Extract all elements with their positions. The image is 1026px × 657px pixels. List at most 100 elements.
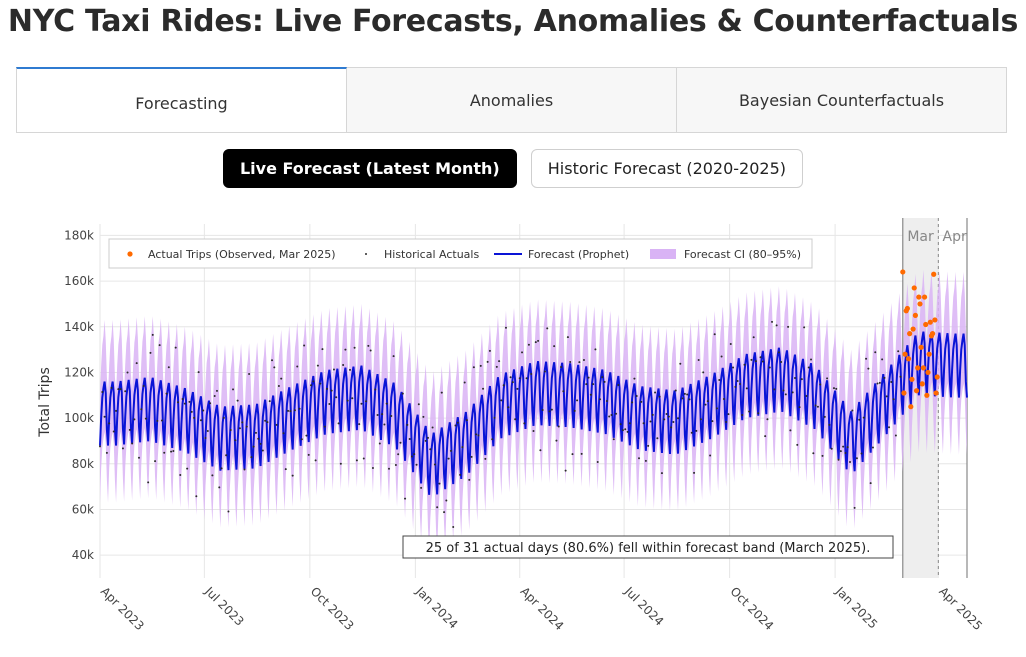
historical-point — [199, 419, 202, 422]
historical-point — [498, 360, 501, 363]
historical-point — [293, 409, 296, 412]
y-tick-label: 40k — [72, 548, 94, 562]
historical-point — [679, 362, 682, 365]
historical-point — [564, 469, 567, 472]
coverage-annotation: 25 of 31 actual days (80.6%) fell within… — [402, 535, 894, 559]
historical-point — [160, 419, 163, 422]
historical-point — [793, 377, 796, 380]
historical-point — [330, 389, 333, 392]
historical-point — [156, 419, 159, 422]
historical-point — [128, 428, 131, 431]
historical-point — [521, 351, 524, 354]
historical-point — [280, 377, 283, 380]
observed-point — [916, 294, 922, 300]
historical-point — [858, 418, 861, 421]
tab-anomalies-label: Anomalies — [469, 90, 554, 110]
historical-point — [670, 426, 673, 429]
historical-point — [108, 422, 111, 425]
historical-point — [415, 463, 418, 466]
historical-point — [784, 393, 787, 396]
historical-point — [766, 418, 769, 421]
historical-point — [115, 409, 118, 412]
historical-point — [307, 453, 310, 456]
historical-point — [773, 388, 776, 391]
observed-point — [925, 369, 931, 376]
historical-point — [337, 422, 340, 425]
observed-point — [915, 365, 921, 371]
historical-point — [871, 446, 874, 449]
legend-label: Forecast (Prophet) — [528, 248, 629, 261]
historical-point — [826, 377, 829, 380]
historical-point — [709, 454, 712, 457]
historical-point — [443, 511, 446, 514]
tab-anomalies[interactable]: Anomalies — [347, 67, 677, 132]
observed-point — [912, 312, 918, 318]
historical-point — [259, 442, 262, 445]
historical-point — [509, 376, 512, 379]
historical-point — [282, 432, 285, 435]
historical-point — [188, 400, 191, 403]
historical-point — [525, 377, 528, 380]
observed-point — [902, 351, 908, 357]
historical-point — [885, 395, 888, 398]
x-tick-label: Oct 2024 — [727, 584, 776, 633]
historical-point — [543, 370, 546, 373]
historical-point — [821, 454, 824, 457]
historical-point — [851, 409, 854, 412]
historical-point — [853, 506, 856, 509]
historical-point — [796, 443, 799, 446]
tab-forecasting[interactable]: Forecasting — [16, 67, 347, 132]
historical-point — [546, 327, 549, 330]
historic-forecast-button[interactable]: Historic Forecast (2020-2025) — [530, 149, 804, 188]
tab-bayesian-counterfactuals[interactable]: Bayesian Counterfactuals — [677, 67, 1007, 132]
y-axis-title: Total Trips — [37, 367, 53, 437]
x-tick-label: Jan 2025 — [832, 584, 880, 632]
historical-point — [612, 438, 615, 441]
historical-point — [633, 377, 636, 380]
historical-point — [110, 386, 113, 389]
historical-point — [686, 393, 689, 396]
x-tick-label: Oct 2023 — [308, 584, 357, 633]
live-forecast-button[interactable]: Live Forecast (Latest Month) — [222, 149, 517, 188]
historical-point — [225, 454, 228, 457]
historical-point — [174, 346, 177, 349]
historical-point — [186, 467, 189, 470]
historical-point — [367, 344, 370, 347]
historical-point — [523, 422, 526, 425]
historical-point — [392, 355, 395, 358]
historical-point — [238, 427, 241, 430]
historical-point — [371, 467, 374, 470]
historical-point — [112, 430, 115, 433]
historical-point — [459, 473, 462, 476]
historical-point — [183, 402, 186, 405]
historical-point — [677, 417, 679, 420]
historical-point — [346, 399, 349, 402]
historical-point — [119, 388, 122, 391]
forecast-chart[interactable]: Mar Apr 40k 60k 80k 100k 120k 140k 160k 180k Apr… — [0, 200, 1026, 657]
historical-point — [601, 376, 604, 379]
historical-point — [562, 390, 565, 393]
historical-point — [385, 402, 388, 405]
historical-point — [137, 456, 140, 459]
historical-point — [511, 381, 514, 384]
historical-point — [140, 408, 143, 411]
historical-point — [782, 389, 785, 392]
historical-point — [706, 400, 709, 403]
historical-point — [248, 372, 251, 375]
historical-point — [681, 397, 684, 400]
historical-point — [876, 382, 879, 385]
historical-point — [844, 452, 847, 455]
historical-point — [693, 471, 696, 474]
historical-point — [484, 457, 487, 460]
historical-point — [589, 393, 592, 396]
historical-point — [610, 414, 613, 417]
historical-point — [335, 396, 338, 399]
historical-point — [101, 391, 104, 394]
historical-point — [761, 360, 764, 363]
historical-point — [296, 365, 299, 368]
historical-point — [631, 401, 634, 404]
historical-point — [264, 419, 267, 422]
historical-point — [454, 424, 457, 427]
historical-point — [814, 404, 817, 407]
historical-point — [300, 438, 303, 441]
